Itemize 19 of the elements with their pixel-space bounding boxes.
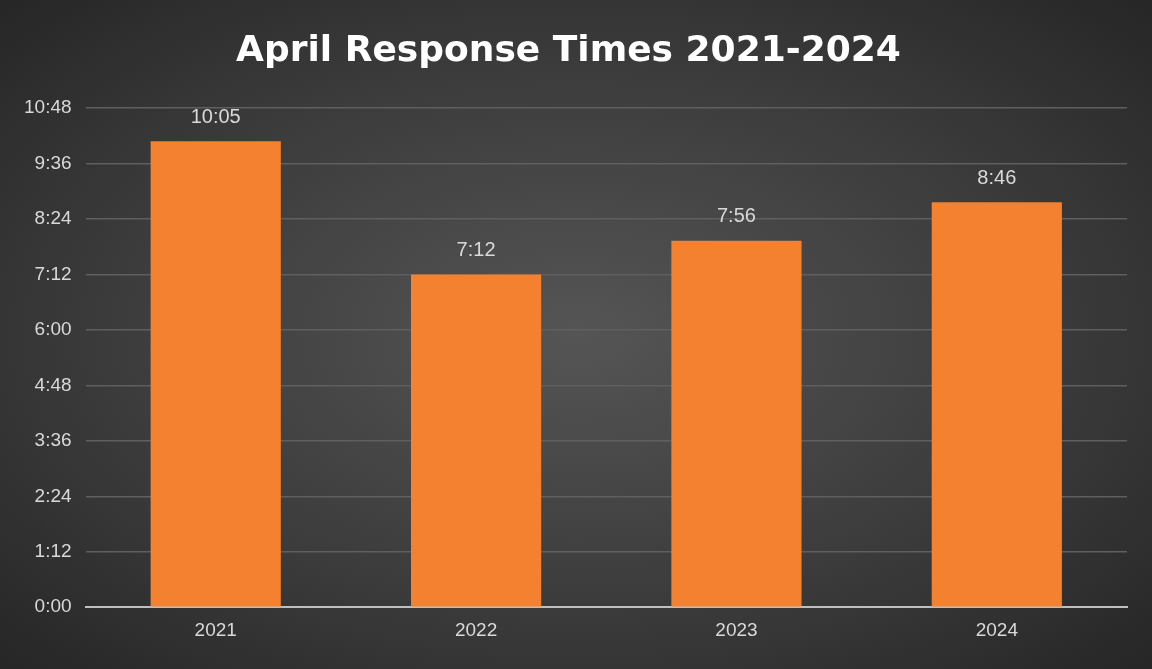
y-tick-label: 9:36 bbox=[34, 151, 72, 173]
data-label: 8:46 bbox=[977, 165, 1017, 188]
y-tick-label: 4:48 bbox=[34, 373, 72, 395]
x-tick-label: 2024 bbox=[975, 618, 1019, 640]
y-tick-label: 10:48 bbox=[24, 96, 72, 118]
y-tick-label: 8:24 bbox=[34, 207, 72, 229]
y-tick-label: 3:36 bbox=[34, 429, 72, 451]
x-tick-label: 2022 bbox=[454, 618, 498, 640]
data-label: 7:12 bbox=[456, 238, 496, 261]
y-tick-label: 0:00 bbox=[34, 595, 72, 617]
data-label: 7:56 bbox=[716, 204, 756, 227]
y-tick-label: 6:00 bbox=[34, 318, 72, 340]
y-tick-label: 7:12 bbox=[34, 262, 72, 284]
chart-title: April Response Times 2021-2024 bbox=[236, 27, 901, 69]
y-tick-label: 2:24 bbox=[34, 484, 72, 506]
y-tick-label: 1:12 bbox=[34, 539, 72, 561]
x-tick-label: 2023 bbox=[715, 618, 758, 640]
x-tick-label: 2021 bbox=[194, 618, 237, 640]
data-label: 10:05 bbox=[190, 104, 241, 127]
